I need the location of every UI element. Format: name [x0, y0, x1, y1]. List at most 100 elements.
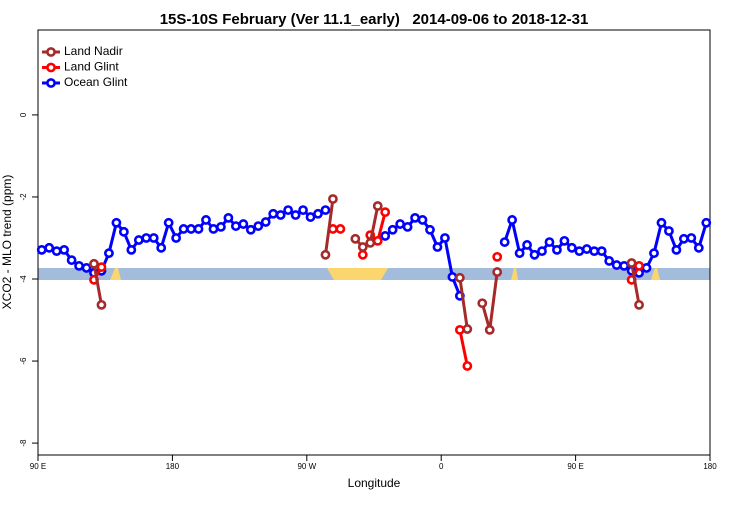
x-tick-label: 180: [703, 462, 717, 471]
data-point: [664, 226, 674, 236]
data-point: [186, 224, 196, 234]
data-point: [671, 244, 682, 255]
data-point: [492, 251, 503, 262]
land-strip: [327, 268, 388, 280]
y-tick-label: -2: [19, 193, 28, 201]
data-point: [171, 233, 182, 243]
data-point: [290, 210, 301, 220]
data-point: [522, 240, 532, 250]
data-point: [626, 258, 637, 268]
data-point: [313, 208, 323, 219]
data-point: [566, 242, 577, 253]
data-point: [641, 263, 652, 273]
data-point: [133, 235, 144, 245]
data-point: [380, 231, 391, 241]
data-point: [649, 248, 659, 259]
x-tick-label: 90 W: [297, 462, 316, 471]
data-point: [656, 217, 667, 228]
data-point: [275, 210, 286, 220]
data-point: [118, 226, 129, 237]
marks: [36, 194, 712, 371]
data-point: [425, 224, 435, 235]
data-point: [193, 224, 204, 234]
data-point: [634, 299, 644, 310]
data-point: [440, 233, 450, 243]
data-point: [178, 224, 189, 234]
data-point: [104, 248, 114, 259]
x-tick-label: 90 E: [30, 462, 46, 471]
data-point: [365, 238, 376, 248]
data-point: [604, 256, 615, 266]
series-line: [630, 262, 641, 306]
data-point: [634, 260, 644, 271]
x-tick-label: 180: [166, 462, 180, 471]
data-point: [350, 233, 361, 244]
data-point: [462, 324, 473, 334]
data-point: [402, 222, 413, 232]
data-point: [499, 237, 510, 247]
data-point: [238, 219, 249, 229]
land-strip: [110, 268, 121, 280]
data-point: [216, 222, 226, 232]
series-line: [92, 263, 103, 306]
y-tick-label: -6: [19, 357, 28, 365]
data-point: [44, 242, 55, 253]
data-point: [454, 324, 465, 335]
chart-title: 15S-10S February (Ver 11.1_early) 2014-0…: [160, 11, 589, 28]
data-point: [581, 244, 592, 254]
data-point: [36, 244, 47, 255]
data-point: [552, 244, 562, 255]
data-point: [59, 244, 70, 255]
surface-mask: [38, 268, 710, 280]
data-point: [357, 249, 368, 260]
data-point: [305, 212, 316, 222]
data-point: [619, 260, 630, 271]
data-point: [507, 215, 518, 225]
data-point: [51, 246, 62, 257]
legend-marker: [46, 78, 56, 88]
data-point: [245, 224, 256, 235]
data-point: [320, 205, 331, 215]
x-axis-label: Longitude: [348, 476, 401, 490]
legend-label: Land Glint: [64, 60, 119, 74]
land-strip: [651, 268, 660, 280]
legend-marker: [46, 47, 56, 57]
data-point: [268, 208, 279, 219]
data-point: [693, 242, 704, 253]
data-point: [208, 224, 219, 234]
data-point: [260, 217, 271, 227]
data-point: [686, 233, 697, 243]
data-point: [574, 246, 585, 257]
data-point: [529, 249, 540, 260]
data-point: [611, 260, 622, 270]
data-point: [701, 217, 712, 228]
data-point: [484, 324, 495, 335]
data-point: [201, 215, 211, 225]
data-point: [111, 217, 122, 228]
data-point: [395, 219, 406, 229]
data-point: [589, 246, 600, 257]
data-point: [514, 248, 525, 259]
data-point: [492, 267, 503, 277]
data-point: [148, 233, 159, 243]
data-point: [320, 249, 331, 260]
data-point: [328, 194, 338, 204]
data-point: [544, 237, 555, 247]
data-point: [417, 215, 428, 225]
data-point: [96, 262, 107, 273]
legend-marker: [46, 62, 56, 73]
data-point: [387, 224, 398, 235]
data-point: [462, 361, 473, 371]
data-point: [357, 242, 368, 252]
data-point: [335, 224, 346, 234]
data-point: [253, 221, 264, 231]
data-point: [432, 242, 443, 252]
data-point: [537, 246, 547, 257]
data-point: [283, 205, 294, 215]
data-point: [230, 221, 241, 231]
data-point: [223, 212, 234, 223]
plot-frame: [37, 29, 711, 456]
y-tick-label: -4: [19, 275, 28, 283]
